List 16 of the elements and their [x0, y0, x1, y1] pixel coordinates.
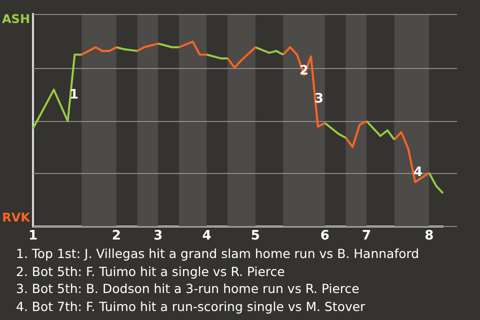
ref-line-label: ASH: [2, 12, 30, 26]
x-tick-label: 8: [424, 228, 434, 244]
x-tick-label: 5: [250, 228, 260, 244]
annotation: 1: [69, 88, 79, 103]
x-tick-label: 4: [202, 228, 212, 244]
annotation: 4: [413, 165, 423, 180]
text: 2. Bot 5th: F. Tuimo hit a single vs R. Pierce: [16, 262, 286, 280]
ref-line-label: RVK: [2, 210, 31, 225]
x-tick-label: 1: [28, 228, 38, 244]
x-tick-label: 7: [362, 228, 372, 244]
x-tick-label: 6: [320, 228, 330, 244]
text: 4. Bot 7th: F. Tuimo hit a run-scoring single vs M. Stover: [16, 298, 366, 315]
text: 3. Bot 5th: B. Dodson hit a 3-run home run vs R. Pierce: [16, 280, 360, 298]
x-tick-label: 3: [154, 228, 163, 244]
text: 1. Top 1st: J. Villegas hit a grand slam home run vs B. Hannaford: [16, 245, 420, 262]
x-tick-label: 2: [112, 228, 121, 244]
